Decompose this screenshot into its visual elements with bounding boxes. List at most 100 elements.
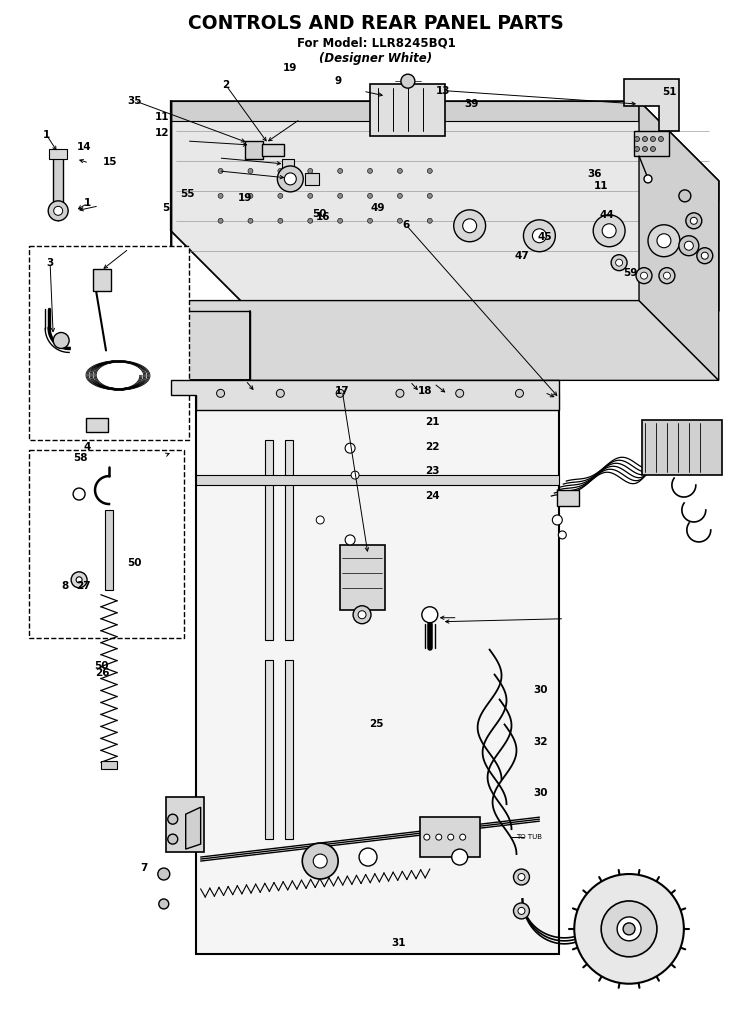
Circle shape bbox=[353, 605, 371, 624]
Polygon shape bbox=[171, 300, 719, 380]
Circle shape bbox=[368, 193, 372, 198]
Circle shape bbox=[368, 169, 372, 174]
Circle shape bbox=[168, 814, 177, 824]
Circle shape bbox=[248, 193, 253, 198]
Circle shape bbox=[359, 848, 377, 866]
Circle shape bbox=[424, 834, 430, 840]
Text: 49: 49 bbox=[370, 204, 385, 214]
Circle shape bbox=[553, 515, 562, 525]
Text: 30: 30 bbox=[534, 787, 548, 798]
Bar bbox=[165, 798, 204, 852]
Polygon shape bbox=[624, 79, 679, 131]
Text: 6: 6 bbox=[402, 220, 410, 230]
Circle shape bbox=[277, 218, 283, 223]
Text: 8: 8 bbox=[62, 581, 68, 591]
Text: 1: 1 bbox=[84, 198, 91, 209]
Circle shape bbox=[659, 137, 663, 142]
Bar bbox=[262, 144, 284, 156]
Text: 55: 55 bbox=[180, 189, 195, 199]
Circle shape bbox=[401, 74, 415, 88]
Text: 9: 9 bbox=[335, 76, 342, 86]
Text: 24: 24 bbox=[425, 490, 439, 501]
Text: 35: 35 bbox=[128, 96, 142, 106]
Text: 22: 22 bbox=[425, 442, 439, 452]
Circle shape bbox=[427, 193, 432, 198]
Text: 25: 25 bbox=[368, 720, 384, 729]
Circle shape bbox=[697, 248, 713, 263]
Circle shape bbox=[248, 169, 253, 174]
Circle shape bbox=[308, 193, 313, 198]
Circle shape bbox=[650, 147, 656, 151]
Text: 15: 15 bbox=[103, 157, 117, 168]
Circle shape bbox=[657, 233, 671, 248]
Polygon shape bbox=[196, 396, 559, 954]
Bar bbox=[105, 510, 113, 590]
Circle shape bbox=[593, 215, 625, 247]
Text: 3: 3 bbox=[47, 258, 53, 268]
Text: 26: 26 bbox=[96, 668, 110, 677]
Text: 58: 58 bbox=[73, 452, 87, 463]
Text: 18: 18 bbox=[417, 386, 432, 396]
Bar bbox=[265, 440, 274, 639]
Circle shape bbox=[76, 577, 82, 583]
Circle shape bbox=[514, 903, 529, 919]
Circle shape bbox=[518, 908, 525, 915]
Circle shape bbox=[277, 193, 283, 198]
Circle shape bbox=[345, 535, 355, 545]
Circle shape bbox=[277, 390, 284, 397]
Circle shape bbox=[518, 874, 525, 881]
Text: 11: 11 bbox=[155, 112, 170, 122]
Text: 21: 21 bbox=[425, 416, 439, 427]
Bar bbox=[49, 149, 67, 159]
Circle shape bbox=[336, 390, 344, 397]
Text: 50: 50 bbox=[313, 209, 327, 219]
Circle shape bbox=[447, 834, 453, 840]
Polygon shape bbox=[171, 101, 719, 310]
Polygon shape bbox=[639, 101, 719, 200]
Circle shape bbox=[397, 169, 402, 174]
Circle shape bbox=[679, 235, 699, 256]
Circle shape bbox=[217, 390, 225, 397]
Text: For Model: LLR8245BQ1: For Model: LLR8245BQ1 bbox=[296, 37, 456, 49]
Circle shape bbox=[284, 173, 296, 185]
Circle shape bbox=[601, 901, 657, 957]
Circle shape bbox=[644, 175, 652, 183]
Circle shape bbox=[523, 220, 555, 252]
Bar bbox=[282, 159, 294, 169]
Text: TO TUB: TO TUB bbox=[517, 834, 542, 840]
Bar bbox=[101, 762, 117, 769]
Circle shape bbox=[452, 849, 468, 865]
Text: (Designer White): (Designer White) bbox=[320, 51, 432, 65]
Bar bbox=[29, 246, 189, 440]
Circle shape bbox=[73, 488, 85, 500]
Text: 4: 4 bbox=[84, 442, 91, 452]
Circle shape bbox=[648, 225, 680, 257]
Bar bbox=[420, 817, 480, 857]
Circle shape bbox=[575, 874, 684, 984]
Circle shape bbox=[338, 218, 343, 223]
Circle shape bbox=[462, 219, 477, 232]
Text: 47: 47 bbox=[514, 251, 529, 261]
Circle shape bbox=[663, 272, 671, 280]
Circle shape bbox=[635, 137, 639, 142]
Bar bbox=[86, 418, 108, 432]
Text: 1: 1 bbox=[43, 130, 50, 140]
Circle shape bbox=[338, 193, 343, 198]
Circle shape bbox=[642, 137, 647, 142]
Polygon shape bbox=[171, 101, 250, 380]
Circle shape bbox=[53, 207, 62, 215]
Text: 19: 19 bbox=[238, 193, 252, 204]
Circle shape bbox=[623, 923, 635, 934]
Circle shape bbox=[690, 217, 697, 224]
Bar bbox=[245, 141, 263, 159]
Text: 32: 32 bbox=[534, 737, 548, 746]
Text: 39: 39 bbox=[465, 99, 479, 109]
Text: 27: 27 bbox=[77, 581, 91, 591]
Bar bbox=[305, 173, 319, 185]
Text: 16: 16 bbox=[317, 212, 331, 222]
Circle shape bbox=[397, 218, 402, 223]
Circle shape bbox=[368, 218, 372, 223]
Bar bbox=[340, 545, 385, 610]
Text: 44: 44 bbox=[599, 210, 614, 220]
Text: 30: 30 bbox=[534, 686, 548, 695]
